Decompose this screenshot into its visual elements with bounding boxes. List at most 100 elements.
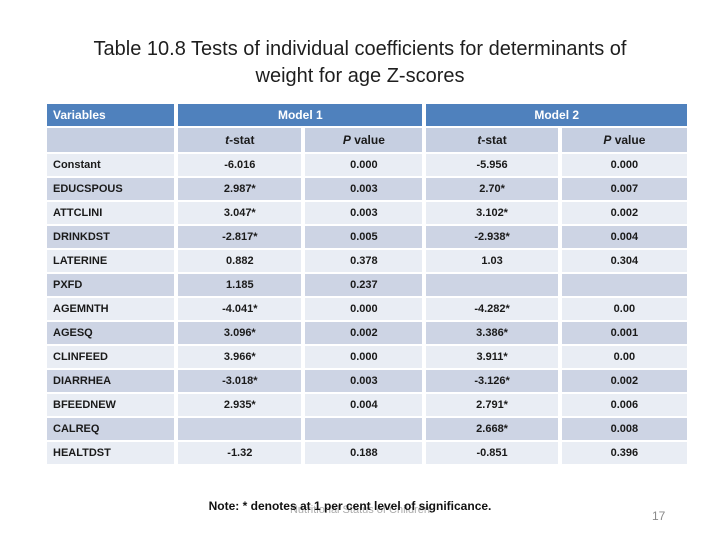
- model1-column-header: Model 1: [178, 104, 423, 126]
- model2-pvalue-cell: 0.00: [561, 298, 687, 320]
- model1-tstat-cell: -2.817*: [178, 226, 302, 248]
- model1-tstat-cell: 0.882: [178, 250, 302, 272]
- table-row: Constant -6.016 0.000 -5.956 0.000: [47, 154, 687, 176]
- model2-tstat-header: t-stat: [426, 128, 558, 152]
- model2-pvalue-cell: 0.006: [561, 394, 687, 416]
- title-line-1: Table 10.8 Tests of individual coefficie…: [93, 38, 627, 60]
- model2-tstat-cell: -0.851: [426, 442, 558, 464]
- page-number: 17: [652, 509, 666, 523]
- table-row: LATERINE 0.882 0.378 1.03 0.304: [47, 250, 687, 272]
- variable-name-cell: ATTCLINI: [47, 202, 175, 224]
- tstat-label-italic: t: [477, 133, 482, 147]
- model1-tstat-cell: -3.018*: [178, 370, 302, 392]
- model2-tstat-cell: 2.70*: [426, 178, 558, 200]
- table-body: Constant -6.016 0.000 -5.956 0.000 EDUCS…: [47, 154, 687, 464]
- model1-tstat-cell: 3.966*: [178, 346, 302, 368]
- model2-tstat-cell: 3.102*: [426, 202, 558, 224]
- model1-tstat-cell: 3.096*: [178, 322, 302, 344]
- model1-pvalue-cell: 0.000: [305, 298, 423, 320]
- model1-pvalue-cell: 0.378: [305, 250, 423, 272]
- model2-column-header: Model 2: [426, 104, 687, 126]
- table-row: CLINFEED 3.966* 0.000 3.911* 0.00: [47, 346, 687, 368]
- model2-tstat-cell: 2.668*: [426, 418, 558, 440]
- model1-pvalue-cell: 0.003: [305, 370, 423, 392]
- model1-pvalue-cell: 0.002: [305, 322, 423, 344]
- model1-tstat-cell: [178, 418, 302, 440]
- model2-tstat-cell: -5.956: [426, 154, 558, 176]
- model1-tstat-cell: -6.016: [178, 154, 302, 176]
- model2-tstat-cell: -3.126*: [426, 370, 558, 392]
- model2-pvalue-cell: 0.00: [561, 346, 687, 368]
- model2-pvalue-header: P value: [561, 128, 687, 152]
- model1-pvalue-cell: 0.004: [305, 394, 423, 416]
- model2-pvalue-cell: 0.004: [561, 226, 687, 248]
- coefficients-table: Variables Model 1 Model 2 t-stat P value…: [43, 102, 691, 466]
- model2-pvalue-cell: 0.008: [561, 418, 687, 440]
- table-row: DRINKDST -2.817* 0.005 -2.938* 0.004: [47, 226, 687, 248]
- model1-tstat-cell: -4.041*: [178, 298, 302, 320]
- table-row: ATTCLINI 3.047* 0.003 3.102* 0.002: [47, 202, 687, 224]
- model2-pvalue-cell: 0.001: [561, 322, 687, 344]
- model2-tstat-cell: 3.386*: [426, 322, 558, 344]
- model2-pvalue-cell: 0.002: [561, 370, 687, 392]
- variable-name-cell: DRINKDST: [47, 226, 175, 248]
- model1-tstat-cell: -1.32: [178, 442, 302, 464]
- variable-name-cell: BFEEDNEW: [47, 394, 175, 416]
- empty-subheader-cell: [47, 128, 175, 152]
- model2-pvalue-cell: 0.002: [561, 202, 687, 224]
- variable-name-cell: CLINFEED: [47, 346, 175, 368]
- model2-pvalue-cell: 0.304: [561, 250, 687, 272]
- tstat-label-rest: -stat: [481, 133, 507, 147]
- table-subheader-row: t-stat P value t-stat P value: [47, 128, 687, 152]
- table-row: PXFD 1.185 0.237: [47, 274, 687, 296]
- model1-tstat-cell: 2.935*: [178, 394, 302, 416]
- model2-pvalue-cell: 0.007: [561, 178, 687, 200]
- model2-tstat-cell: 3.911*: [426, 346, 558, 368]
- table-row: HEALTDST -1.32 0.188 -0.851 0.396: [47, 442, 687, 464]
- model1-pvalue-cell: 0.188: [305, 442, 423, 464]
- model2-pvalue-cell: 0.000: [561, 154, 687, 176]
- model2-pvalue-cell: 0.396: [561, 442, 687, 464]
- footer-watermark: Nutritional Status of Children: [289, 504, 430, 516]
- pvalue-label-rest: value: [611, 133, 646, 147]
- table-row: BFEEDNEW 2.935* 0.004 2.791* 0.006: [47, 394, 687, 416]
- model1-tstat-header: t-stat: [178, 128, 302, 152]
- table-row: AGESQ 3.096* 0.002 3.386* 0.001: [47, 322, 687, 344]
- model1-tstat-cell: 2.987*: [178, 178, 302, 200]
- variable-name-cell: HEALTDST: [47, 442, 175, 464]
- significance-note: Note: * denotes at 1 per cent level of s…: [208, 499, 492, 513]
- model2-tstat-cell: -2.938*: [426, 226, 558, 248]
- model2-pvalue-cell: [561, 274, 687, 296]
- model1-pvalue-header: P value: [305, 128, 423, 152]
- model2-tstat-cell: 2.791*: [426, 394, 558, 416]
- variable-name-cell: DIARRHEA: [47, 370, 175, 392]
- variable-name-cell: EDUCSPOUS: [47, 178, 175, 200]
- variable-name-cell: PXFD: [47, 274, 175, 296]
- model1-pvalue-cell: 0.237: [305, 274, 423, 296]
- model1-pvalue-cell: 0.000: [305, 154, 423, 176]
- model1-pvalue-cell: 0.005: [305, 226, 423, 248]
- variable-name-cell: CALREQ: [47, 418, 175, 440]
- tstat-label-italic: t: [225, 133, 230, 147]
- table-row: EDUCSPOUS 2.987* 0.003 2.70* 0.007: [47, 178, 687, 200]
- model1-pvalue-cell: 0.003: [305, 202, 423, 224]
- variable-name-cell: LATERINE: [47, 250, 175, 272]
- table-header-row: Variables Model 1 Model 2: [47, 104, 687, 126]
- model1-pvalue-cell: [305, 418, 423, 440]
- variable-name-cell: AGESQ: [47, 322, 175, 344]
- pvalue-label-italic: P: [342, 133, 351, 147]
- table-row: CALREQ 2.668* 0.008: [47, 418, 687, 440]
- title-line-2: weight for age Z-scores: [255, 65, 465, 87]
- table-row: AGEMNTH -4.041* 0.000 -4.282* 0.00: [47, 298, 687, 320]
- model2-tstat-cell: 1.03: [426, 250, 558, 272]
- model1-tstat-cell: 3.047*: [178, 202, 302, 224]
- variable-name-cell: AGEMNTH: [47, 298, 175, 320]
- model1-pvalue-cell: 0.003: [305, 178, 423, 200]
- model1-pvalue-cell: 0.000: [305, 346, 423, 368]
- variable-name-cell: Constant: [47, 154, 175, 176]
- table-row: DIARRHEA -3.018* 0.003 -3.126* 0.002: [47, 370, 687, 392]
- tstat-label-rest: -stat: [229, 133, 255, 147]
- model1-tstat-cell: 1.185: [178, 274, 302, 296]
- slide-title: Table 10.8 Tests of individual coefficie…: [40, 36, 680, 90]
- model2-tstat-cell: -4.282*: [426, 298, 558, 320]
